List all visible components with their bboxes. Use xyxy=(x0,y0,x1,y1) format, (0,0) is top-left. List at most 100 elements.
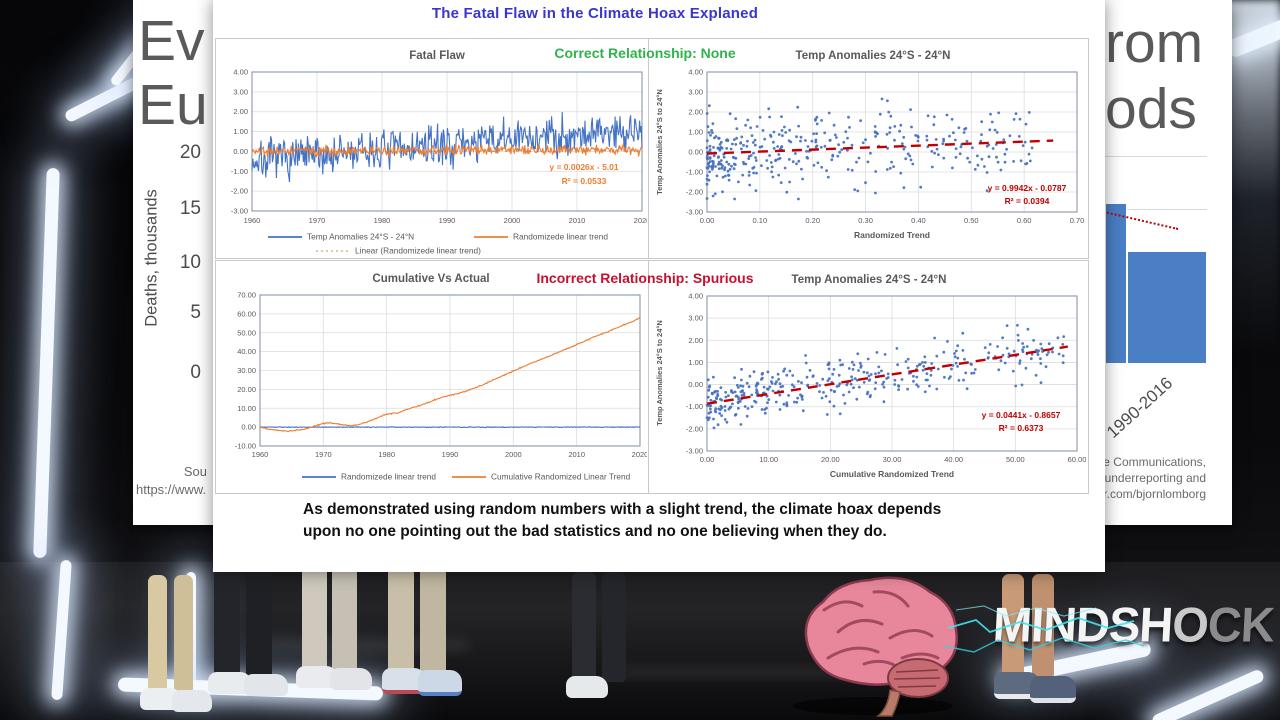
page-title: The Fatal Flaw in the Climate Hoax Expla… xyxy=(431,5,759,22)
person-legs xyxy=(420,560,446,674)
svg-text:Temp Anomalies 24°S - 24°N: Temp Anomalies 24°S - 24°N xyxy=(796,50,951,62)
caption-line-2: upon no one pointing out the bad statist… xyxy=(303,522,887,540)
shoe xyxy=(418,670,462,696)
svg-text:50.00: 50.00 xyxy=(237,328,256,337)
svg-text:2.00: 2.00 xyxy=(688,108,703,117)
svg-text:1.00: 1.00 xyxy=(688,128,703,137)
svg-text:0.20: 0.20 xyxy=(805,216,820,225)
bg-axis-tick: 5 xyxy=(190,302,201,323)
shoe xyxy=(1030,676,1076,703)
bg-x-axis-label: 1990-2016 xyxy=(1103,373,1177,442)
svg-text:Fatal Flaw: Fatal Flaw xyxy=(409,50,465,62)
lightning-icon xyxy=(955,605,1097,617)
svg-text:2000: 2000 xyxy=(505,450,522,459)
svg-text:60.00: 60.00 xyxy=(1068,455,1086,464)
svg-text:y = 0.9942x - 0.0787: y = 0.9942x - 0.0787 xyxy=(988,183,1067,193)
floor-reflection xyxy=(620,668,880,677)
svg-text:1960: 1960 xyxy=(244,216,261,225)
brain-illustration xyxy=(778,566,1148,720)
lightning-icon xyxy=(947,617,1135,634)
person-legs xyxy=(332,562,357,674)
slide-heading-fragment: Eu xyxy=(138,73,208,137)
shoe xyxy=(330,668,372,690)
shoe xyxy=(296,666,338,688)
bg-bar xyxy=(1106,204,1126,363)
bg-axis-tick: 20 xyxy=(179,142,201,163)
person-legs xyxy=(388,560,414,674)
person-legs xyxy=(1002,574,1024,678)
shoe xyxy=(566,676,608,698)
svg-text:Randomized Trend: Randomized Trend xyxy=(854,230,930,240)
svg-text:0.00: 0.00 xyxy=(688,148,703,157)
svg-text:Linear (Randomizede linear tre: Linear (Randomizede linear trend) xyxy=(355,246,481,256)
person-legs xyxy=(246,565,272,680)
svg-text:0.60: 0.60 xyxy=(1017,216,1032,225)
svg-text:1.00: 1.00 xyxy=(233,127,248,136)
slide-heading-fragment: Ev xyxy=(138,9,205,73)
svg-text:2010: 2010 xyxy=(568,450,585,459)
watermark-text-dark: CK xyxy=(1206,596,1276,653)
brain-cortex xyxy=(804,576,958,686)
incorrect-relationship-label: Incorrect Relationship: Spurious xyxy=(536,270,754,286)
person-legs xyxy=(602,572,626,682)
shoe xyxy=(208,672,252,694)
svg-text:1980: 1980 xyxy=(378,450,395,459)
svg-text:0.00: 0.00 xyxy=(700,216,715,225)
svg-text:30.00: 30.00 xyxy=(237,366,256,375)
bg-gridline xyxy=(1105,156,1207,157)
svg-text:4.00: 4.00 xyxy=(688,68,703,77)
svg-text:3.00: 3.00 xyxy=(233,87,248,96)
slide-heading-fragment: ods xyxy=(1105,77,1197,141)
svg-text:1.00: 1.00 xyxy=(688,358,703,367)
svg-text:1970: 1970 xyxy=(315,450,332,459)
shoe xyxy=(172,690,212,712)
svg-text:-1.00: -1.00 xyxy=(686,402,703,411)
svg-text:40.00: 40.00 xyxy=(237,347,256,356)
bg-y-axis-label: Deaths, thousands xyxy=(142,189,161,327)
svg-text:3.00: 3.00 xyxy=(688,314,703,323)
bg-bar xyxy=(1128,252,1206,363)
person-legs xyxy=(174,575,193,693)
chart-scatter-none: 4.00 3.00 2.00 1.00 0.00 -1.00 -2.00 -3.00 0.00 0… xyxy=(648,38,1089,259)
cerebellum-lines xyxy=(893,669,941,688)
svg-text:2.00: 2.00 xyxy=(688,336,703,345)
svg-text:4.00: 4.00 xyxy=(688,292,703,301)
svg-text:R² = 0.0394: R² = 0.0394 xyxy=(1005,196,1050,206)
floor-reflection xyxy=(250,640,470,650)
svg-text:10.00: 10.00 xyxy=(237,404,256,413)
svg-text:-3.00: -3.00 xyxy=(231,207,248,216)
svg-text:50.00: 50.00 xyxy=(1006,455,1025,464)
svg-text:0.30: 0.30 xyxy=(858,216,873,225)
svg-text:y = 0.0026x - 5.01: y = 0.0026x - 5.01 xyxy=(549,162,619,172)
svg-text:-3.00: -3.00 xyxy=(686,447,703,456)
bg-axis-tick: 0 xyxy=(190,362,201,383)
slide-heading-fragment: rom xyxy=(1105,11,1204,75)
bg-axis-tick: 10 xyxy=(179,252,201,273)
svg-text:-2.00: -2.00 xyxy=(686,188,703,197)
svg-text:0.50: 0.50 xyxy=(964,216,979,225)
svg-text:Randomizede linear trend: Randomizede linear trend xyxy=(341,472,436,482)
person-legs xyxy=(302,562,327,674)
svg-text:R² = 0.0533: R² = 0.0533 xyxy=(562,176,607,186)
svg-text:-3.00: -3.00 xyxy=(686,208,703,217)
svg-text:y = 0.0441x - 0.8657: y = 0.0441x - 0.8657 xyxy=(982,410,1061,420)
svg-text:4.00: 4.00 xyxy=(233,68,248,77)
svg-text:-1.00: -1.00 xyxy=(686,168,703,177)
chart-fatal-flaw: 4.00 3.00 2.00 1.00 0.00 -1.00 -2.00 -3.00 1960 1… xyxy=(215,38,650,259)
svg-text:2000: 2000 xyxy=(504,216,521,225)
svg-text:Randomizede linear trend: Randomizede linear trend xyxy=(513,232,608,242)
svg-text:-10.00: -10.00 xyxy=(235,442,256,451)
bg-source-fragment: Sou xyxy=(183,464,207,479)
svg-text:20.00: 20.00 xyxy=(237,385,256,394)
bg-source-lines: ure Communications, r underreporting and… xyxy=(1092,455,1206,501)
svg-text:0.00: 0.00 xyxy=(233,147,248,156)
svg-text:-2.00: -2.00 xyxy=(686,424,703,433)
svg-text:Temp Anomalies 24°S to 24°N: Temp Anomalies 24°S to 24°N xyxy=(655,320,664,426)
svg-text:0.70: 0.70 xyxy=(1070,216,1085,225)
svg-text:40.00: 40.00 xyxy=(944,455,963,464)
svg-text:Temp Anomalies 24°S to 24°N: Temp Anomalies 24°S to 24°N xyxy=(655,89,664,195)
person-legs xyxy=(572,572,596,682)
brain-folds xyxy=(822,590,940,668)
svg-text:0.40: 0.40 xyxy=(911,216,926,225)
